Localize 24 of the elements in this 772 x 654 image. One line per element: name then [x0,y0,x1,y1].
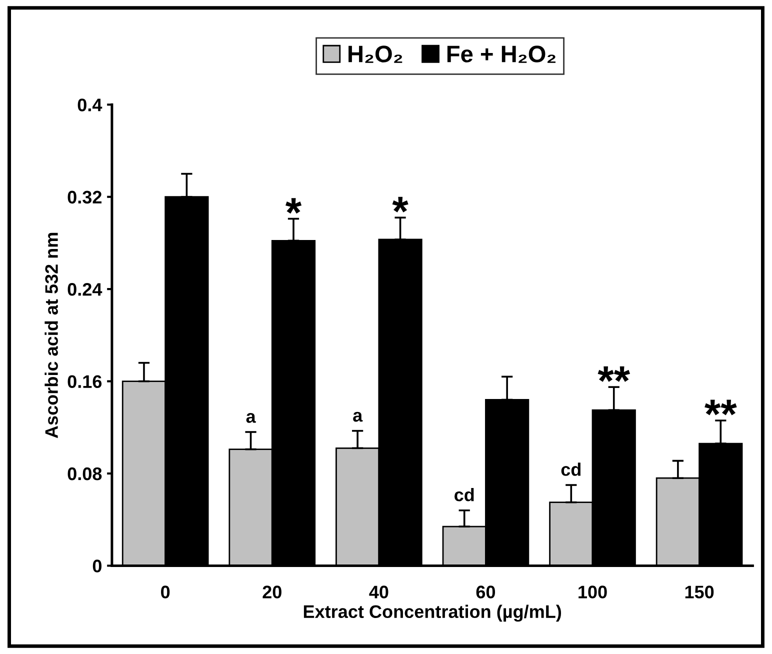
data-label: a [353,412,363,422]
data-label: cd [454,488,474,502]
x-tick-label: 20 [262,586,282,598]
data-label: * [392,196,408,212]
y-tick-label: 0.32 [68,190,102,204]
y-tick-label: 0.08 [68,467,102,480]
y-tick-label: 0 [92,560,102,572]
data-label: ** [598,366,630,382]
x-axis-title: Extract Concentration (µg/mL) [304,604,562,622]
legend-label: H₂O₂ [348,46,402,63]
y-tick-label: 0.4 [78,98,102,112]
data-label: cd [561,462,580,476]
x-tick-label: 150 [685,586,714,598]
data-label: * [286,198,302,214]
x-tick-label: 100 [578,586,607,598]
data-label: a [246,412,256,423]
x-tick-label: 0 [161,586,170,598]
legend-label: Fe + H₂O₂ [447,46,556,63]
x-tick-label: 40 [369,586,388,598]
y-axis-title: Ascorbic acid at 532 nm [44,232,58,438]
data-label: ** [704,400,737,416]
y-tick-label: 0.16 [68,375,102,388]
x-tick-label: 60 [476,586,496,598]
y-tick-label: 0.24 [68,283,102,296]
